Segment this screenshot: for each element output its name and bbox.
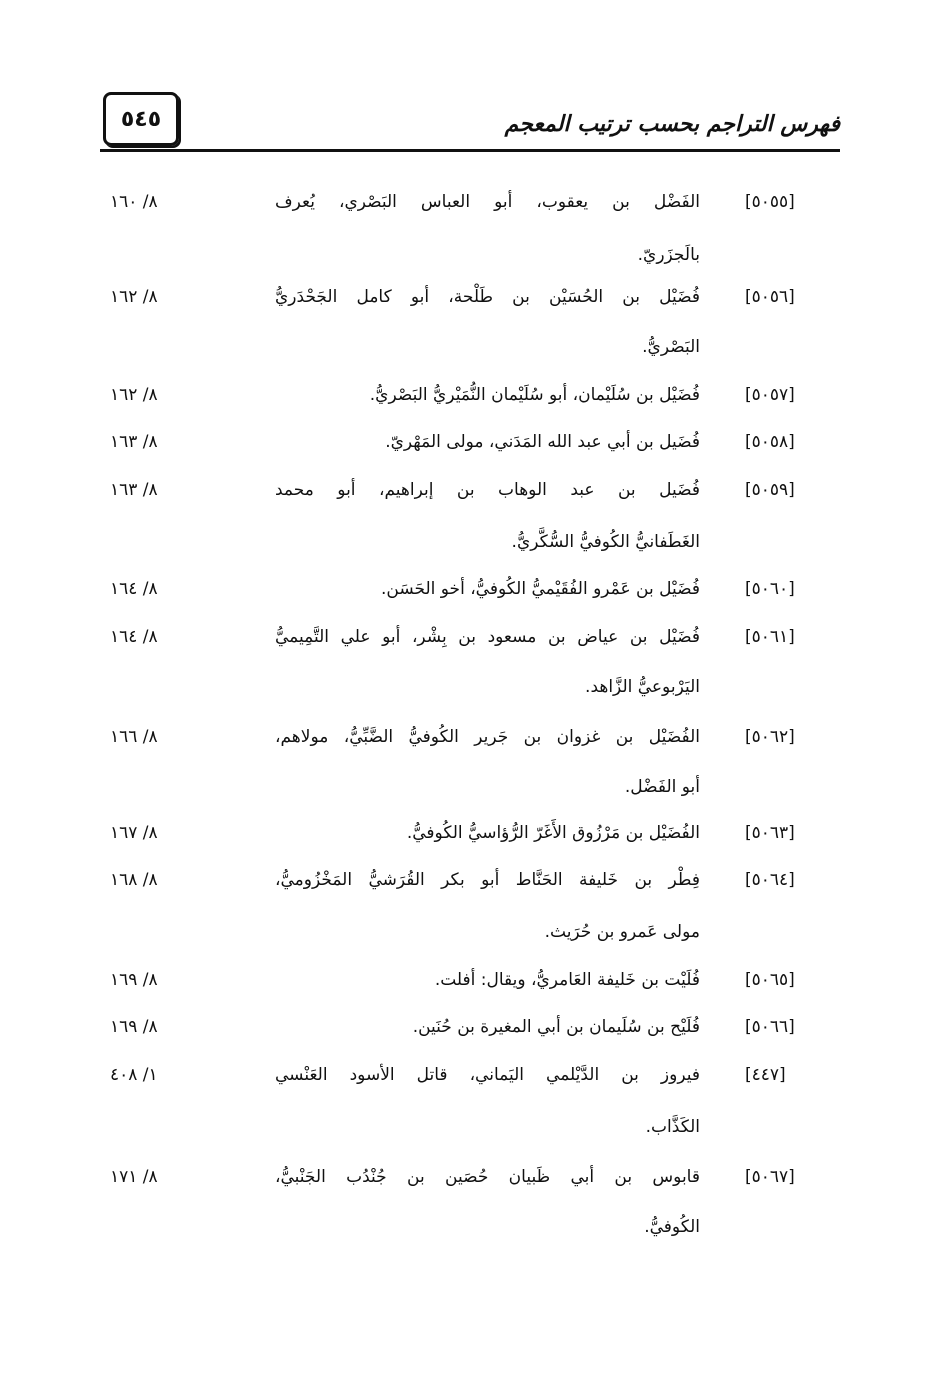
entry-text-line: فُضَيْل بن عَمْرو الفُقَيْميُّ الكُوفيُّ… bbox=[380, 579, 700, 599]
entry-number: [٥٠٦٤] bbox=[745, 870, 795, 890]
entry-number: [٥٠٥٥] bbox=[745, 192, 795, 212]
entry-volume-page-ref: ٨/ ١٦٩ bbox=[110, 970, 158, 990]
entry-text-line: الفُضَيْل بن مَرْزُوق الأَغَرّ الرُّؤاسي… bbox=[406, 823, 700, 843]
entry-volume-page-ref: ٨/ ١٦٧ bbox=[110, 823, 158, 843]
entry-volume-page-ref: ٨/ ١٦٢ bbox=[110, 287, 158, 307]
running-header-title: فهرس التراجم بحسب ترتيب المعجم bbox=[504, 112, 840, 137]
entry-number: [٥٠٦٢] bbox=[745, 727, 795, 747]
entry-text-line: قابوس بن أبي ظَبيان حُصَين بن جُنْدُب ال… bbox=[275, 1167, 700, 1187]
entry-volume-page-ref: ٨/ ١٦٨ bbox=[110, 870, 158, 890]
entry-text-line: الغَطَفانيُّ الكُوفيُّ السُّكَّريُّ. bbox=[511, 532, 700, 552]
entry-number: [٥٠٥٧] bbox=[745, 385, 795, 405]
entry-text-line: فيروز بن الدَّيْلمي اليَماني، قاتل الأسو… bbox=[275, 1065, 700, 1085]
entry-text-line: فُضَيْل بن سُلَيْمان، أبو سُلَيْمان النُ… bbox=[369, 385, 700, 405]
entry-text-line: اليَرْبوعيُّ الزَّاهد. bbox=[585, 677, 700, 697]
entry-number: [٥٠٦٧] bbox=[745, 1167, 795, 1187]
page-number-box: ٥٤٥ bbox=[103, 92, 179, 146]
entry-number: [٥٠٥٨] bbox=[745, 432, 795, 452]
header-rule bbox=[100, 149, 840, 152]
entry-number: [٤٤٧] bbox=[745, 1065, 786, 1085]
entry-text-line: الكُوفيُّ. bbox=[644, 1217, 700, 1237]
entry-text-line: فُلَيْح بن سُلَيمان بن أبي المغيرة بن حُ… bbox=[412, 1017, 700, 1037]
entry-number: [٥٠٥٦] bbox=[745, 287, 795, 307]
entry-volume-page-ref: ٨/ ١٦٣ bbox=[110, 480, 158, 500]
entry-text-line: فُلَيْت بن خَليفة العَامريُّ، ويقال: أفل… bbox=[434, 970, 700, 990]
entry-volume-page-ref: ١/ ٤٠٨ bbox=[110, 1065, 158, 1085]
entry-number: [٥٠٥٩] bbox=[745, 480, 795, 500]
entry-text-line: الكَذَّاب. bbox=[645, 1117, 700, 1137]
entry-volume-page-ref: ٨/ ١٦٦ bbox=[110, 727, 158, 747]
entry-volume-page-ref: ٨/ ١٧١ bbox=[110, 1167, 158, 1187]
entry-volume-page-ref: ٨/ ١٦٠ bbox=[110, 192, 158, 212]
entry-number: [٥٠٦١] bbox=[745, 627, 795, 647]
entry-volume-page-ref: ٨/ ١٦٤ bbox=[110, 579, 158, 599]
entry-text-line: فُضَيل بن عبد الوهاب بن إبراهيم، أبو محم… bbox=[275, 480, 700, 500]
entry-text-line: بالَجزَريّ. bbox=[637, 245, 700, 265]
entry-text-line: الفَضْل بن يعقوب، أبو العباس البَصْري، ي… bbox=[275, 192, 700, 212]
entry-text-line: فُضَيل بن أبي عبد الله المَدَني، مولى ال… bbox=[385, 432, 700, 452]
entry-text-line: مولى عَمرو بن حُرَيث. bbox=[544, 922, 700, 942]
entry-text-line: الفُضَيْل بن غزوان بن جَرير الكُوفيُّ ال… bbox=[275, 727, 700, 747]
entry-text-line: فِطْر بن خَليفة الحَنَّاط أبو بكر القُرَ… bbox=[275, 870, 700, 890]
entry-number: [٥٠٦٠] bbox=[745, 579, 795, 599]
entry-number: [٥٠٦٣] bbox=[745, 823, 795, 843]
entry-volume-page-ref: ٨/ ١٦٩ bbox=[110, 1017, 158, 1037]
entry-volume-page-ref: ٨/ ١٦٤ bbox=[110, 627, 158, 647]
entry-text-line: البَصْريُّ. bbox=[642, 337, 700, 357]
page-number: ٥٤٥ bbox=[120, 106, 162, 132]
entry-number: [٥٠٦٦] bbox=[745, 1017, 795, 1037]
entry-number: [٥٠٦٥] bbox=[745, 970, 795, 990]
entry-text-line: فُضَيْل بن الحُسَيْن بن طَلْحة، أبو كامل… bbox=[275, 287, 700, 307]
entry-text-line: أبو الفَضْل. bbox=[624, 777, 700, 797]
entry-volume-page-ref: ٨/ ١٦٢ bbox=[110, 385, 158, 405]
entry-volume-page-ref: ٨/ ١٦٣ bbox=[110, 432, 158, 452]
entry-text-line: فُضَيْل بن عياض بن مسعود بن بِشْر، أبو ع… bbox=[275, 627, 700, 647]
